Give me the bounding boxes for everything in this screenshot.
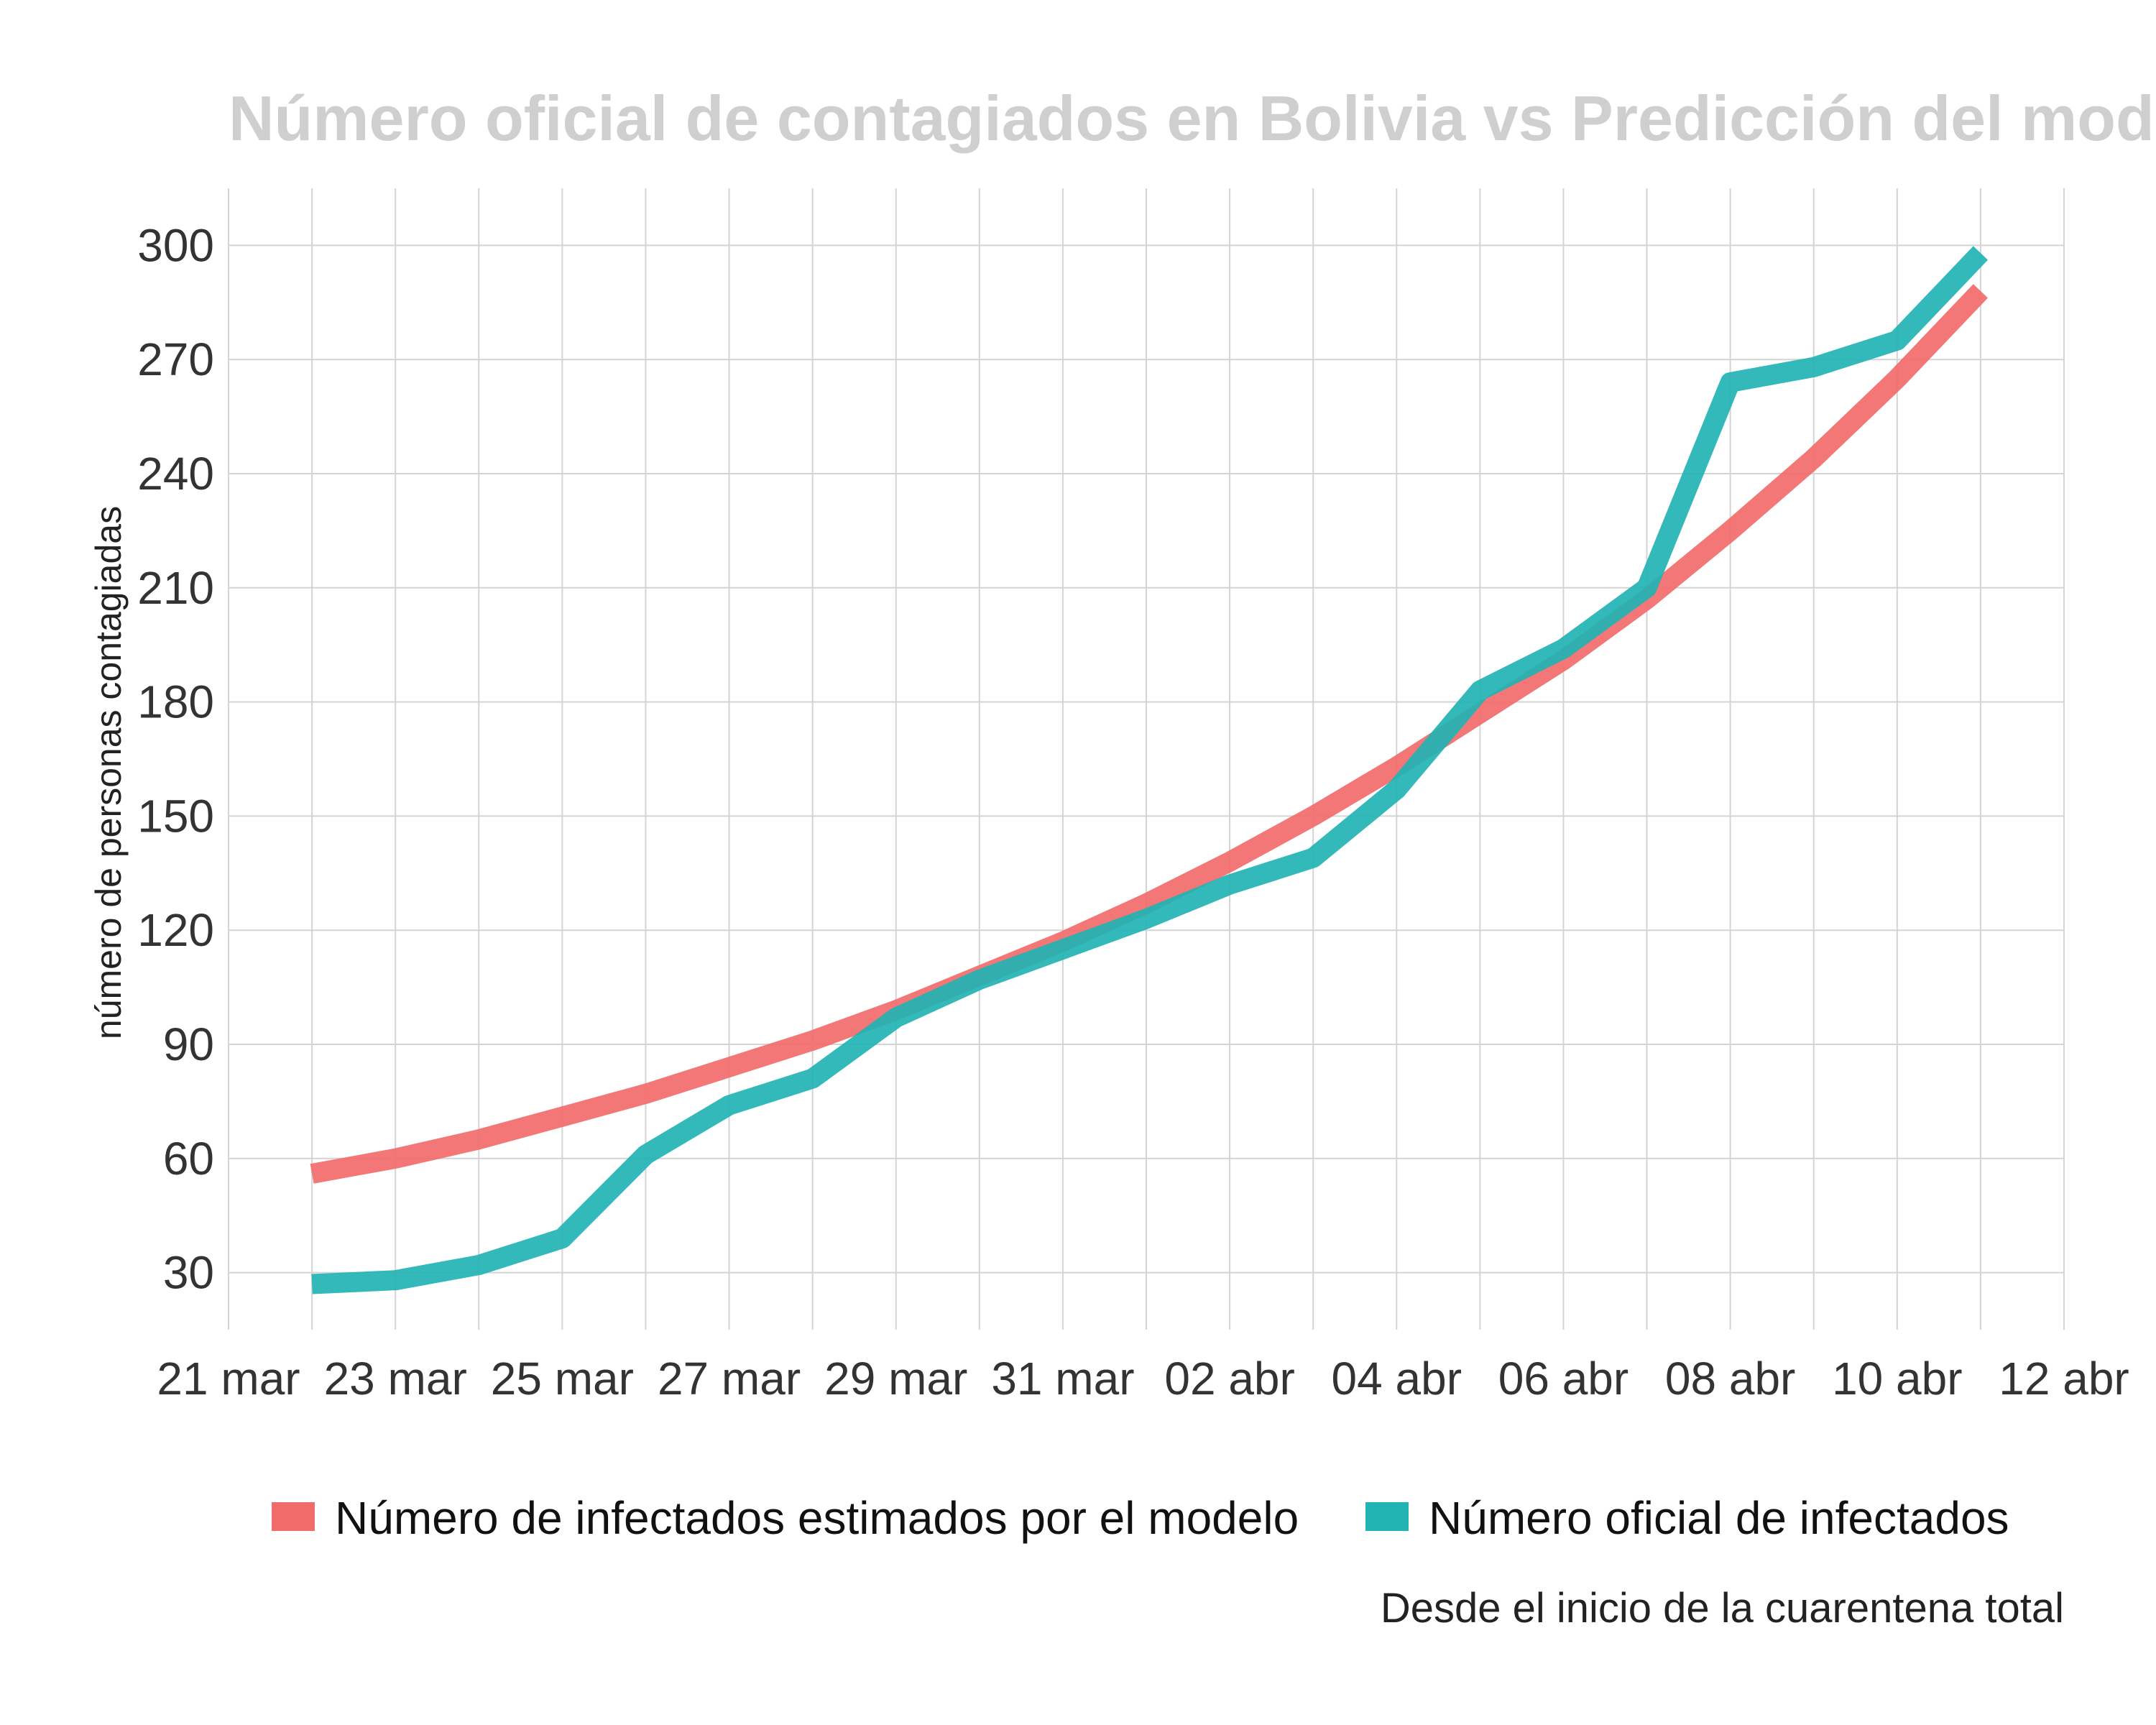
caption: Desde el inicio de la cuarentena total (1381, 1585, 2064, 1632)
x-tick-label: 06 abr (1498, 1353, 1628, 1404)
y-tick-label: 270 (137, 334, 214, 385)
x-tick-label: 27 mar (658, 1353, 801, 1404)
x-tick-label: 10 abr (1832, 1353, 1962, 1404)
y-tick-label: 120 (137, 904, 214, 956)
y-tick-label: 150 (137, 790, 214, 842)
y-tick-label: 180 (137, 676, 214, 728)
x-tick-label: 02 abr (1164, 1353, 1294, 1404)
y-tick-label: 60 (163, 1133, 214, 1184)
series-layer (310, 246, 1989, 1294)
y-tick-label: 90 (163, 1018, 214, 1070)
x-tick-label: 08 abr (1665, 1353, 1795, 1404)
x-tick-label: 25 mar (491, 1353, 634, 1404)
x-tick-label: 21 mar (157, 1353, 300, 1404)
grid (228, 188, 2065, 1330)
x-axis: 21 mar 23 mar 25 mar 27 mar 29 mar 31 mar 02 a… (157, 1353, 2129, 1404)
x-tick-label: 31 mar (991, 1353, 1134, 1404)
legend: Número de infectados estimados por el mo… (272, 1492, 2009, 1544)
series-line-model (310, 284, 1989, 1184)
chart-title: Número oficial de contagiados en Bolivia… (229, 83, 2156, 154)
x-tick-label: 12 abr (1999, 1353, 2129, 1404)
y-axis: 30 60 90 120 150 180 210 240 270 300 (137, 219, 214, 1298)
y-tick-label: 30 (163, 1247, 214, 1299)
legend-swatch (272, 1502, 315, 1531)
y-tick-label: 210 (137, 562, 214, 614)
y-tick-label: 240 (137, 448, 214, 500)
series-line-official (311, 246, 1989, 1294)
legend-label: Número oficial de infectados (1429, 1492, 2009, 1544)
y-tick-label: 300 (137, 219, 214, 271)
x-tick-label: 04 abr (1332, 1353, 1462, 1404)
legend-label: Número de infectados estimados por el mo… (335, 1492, 1299, 1544)
y-axis-label: número de personas contagiadas (88, 506, 129, 1039)
x-tick-label: 29 mar (824, 1353, 967, 1404)
x-tick-label: 23 mar (324, 1353, 467, 1404)
legend-swatch (1365, 1502, 1409, 1531)
